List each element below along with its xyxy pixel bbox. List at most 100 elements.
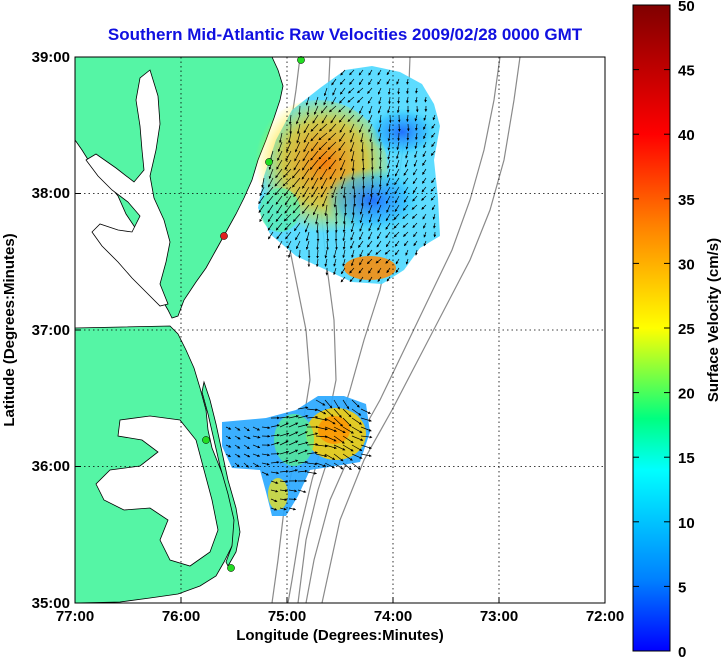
x-axis-label: Longitude (Degrees:Minutes) — [236, 627, 444, 644]
current-vector-arrow — [403, 177, 409, 185]
current-vector-arrow — [288, 469, 298, 473]
current-vector-arrow — [282, 168, 292, 178]
current-vector-arrow — [320, 105, 328, 114]
current-vector-arrow — [305, 240, 310, 250]
current-vector-arrow — [342, 426, 354, 434]
current-vector-arrow — [349, 69, 355, 76]
current-vector-arrow — [405, 150, 409, 159]
current-vector-arrow — [301, 168, 310, 180]
current-vector-arrow — [306, 462, 318, 466]
current-vector-arrow — [333, 258, 337, 267]
current-vector-arrow — [234, 444, 241, 449]
current-vector-arrow — [350, 213, 355, 224]
current-vector-arrow — [261, 453, 271, 457]
current-vector-arrow — [388, 96, 391, 105]
current-vector-arrow — [314, 105, 319, 115]
current-vector-arrow — [268, 168, 274, 180]
current-vector-arrow — [342, 222, 346, 233]
current-vector-arrow — [277, 240, 283, 249]
current-vector-arrow — [360, 417, 372, 422]
current-vector-arrow — [303, 141, 310, 153]
current-vector-arrow — [412, 177, 418, 185]
current-vector-arrow — [315, 453, 328, 458]
y-tick-labels: 39:00 38:00 37:00 36:00 35:00 — [32, 49, 70, 612]
current-vector-arrow — [378, 114, 382, 124]
current-vector-arrow — [338, 141, 346, 151]
current-vector-arrow — [342, 417, 352, 427]
current-vector-arrow — [252, 426, 261, 431]
current-vector-arrow — [385, 213, 391, 222]
x-tick-label: 76:00 — [162, 608, 200, 625]
current-vector-arrow — [276, 204, 283, 214]
current-vector-arrow — [377, 78, 382, 85]
current-vector-arrow — [225, 444, 232, 448]
current-vector-arrow — [348, 87, 355, 94]
current-vector-arrow — [323, 87, 328, 97]
current-vector-arrow — [267, 177, 274, 188]
current-vector-arrow — [283, 186, 292, 197]
current-vector-arrow — [243, 453, 251, 458]
current-vector-arrow — [376, 195, 382, 205]
current-vector-arrow — [297, 414, 309, 419]
current-vector-arrow — [270, 507, 278, 511]
current-vector-arrow — [368, 231, 373, 240]
current-vector-arrow — [279, 415, 290, 419]
x-tick-label: 72:00 — [586, 608, 624, 625]
current-vector-arrow — [422, 150, 427, 158]
current-vector-arrow — [377, 186, 382, 197]
current-vector-arrow — [431, 132, 436, 138]
current-vector-arrow — [252, 435, 261, 439]
current-vector-arrow — [377, 213, 382, 223]
current-vector-arrow — [318, 132, 328, 141]
current-vector-arrow — [368, 78, 373, 86]
current-vector-arrow — [340, 276, 346, 283]
north-slow-core-2 — [368, 108, 436, 156]
current-vector-arrow — [342, 240, 346, 250]
current-vector-arrow — [395, 267, 400, 273]
x-tick-labels: 77:00 76:00 75:00 74:00 73:00 72:00 — [56, 608, 624, 625]
current-vector-arrow — [376, 240, 382, 248]
current-vector-arrow — [279, 422, 289, 428]
current-vector-arrow — [342, 186, 346, 199]
current-vector-arrow — [266, 195, 274, 205]
current-vector-arrow — [394, 240, 400, 247]
current-vector-arrow — [360, 132, 364, 143]
colorbar-label: Surface Velocity (cm/s) — [705, 238, 722, 402]
current-vector-arrow — [279, 132, 283, 144]
figure-title: Southern Mid-Atlantic Raw Velocities 200… — [108, 25, 583, 44]
current-vector-arrow — [430, 186, 436, 192]
current-vector-arrow — [310, 141, 319, 152]
x-tick-label: 74:00 — [374, 608, 412, 625]
current-vector-arrow — [293, 186, 301, 198]
current-vector-arrow — [350, 132, 355, 143]
current-vector-arrow — [342, 453, 353, 461]
current-vector-arrow — [414, 150, 418, 159]
current-vector-arrow — [422, 213, 427, 220]
current-vector-arrow — [413, 159, 418, 167]
current-vector-arrow — [315, 222, 319, 234]
current-vector-arrow — [329, 123, 337, 132]
colorbar-tick-labels: 50 45 40 35 30 25 20 15 10 5 0 — [678, 0, 695, 659]
current-vector-arrow — [431, 177, 436, 184]
current-vector-arrow — [387, 132, 391, 142]
current-vector-arrow — [282, 177, 292, 187]
current-vector-arrow — [294, 222, 301, 232]
current-vector-arrow — [302, 150, 310, 162]
current-vector-arrow — [360, 444, 372, 450]
current-vector-arrow — [296, 240, 301, 250]
current-vector-arrow — [359, 231, 364, 241]
current-vector-arrow — [379, 141, 382, 152]
current-vector-arrow — [252, 453, 261, 457]
colorbar-tick-label: 40 — [678, 127, 695, 144]
current-vector-arrow — [305, 96, 310, 106]
current-vector-arrow — [353, 186, 357, 199]
y-axis-label: Latitude (Degrees:Minutes) — [1, 233, 18, 426]
current-vector-arrow — [397, 123, 401, 132]
current-vector-arrow — [335, 204, 338, 217]
current-vector-arrow — [243, 426, 250, 432]
current-vector-arrow — [386, 159, 391, 169]
current-vector-arrow — [338, 114, 346, 123]
current-vector-arrow — [286, 141, 292, 153]
current-vector-arrow — [393, 222, 400, 229]
current-vector-arrow — [274, 177, 283, 187]
